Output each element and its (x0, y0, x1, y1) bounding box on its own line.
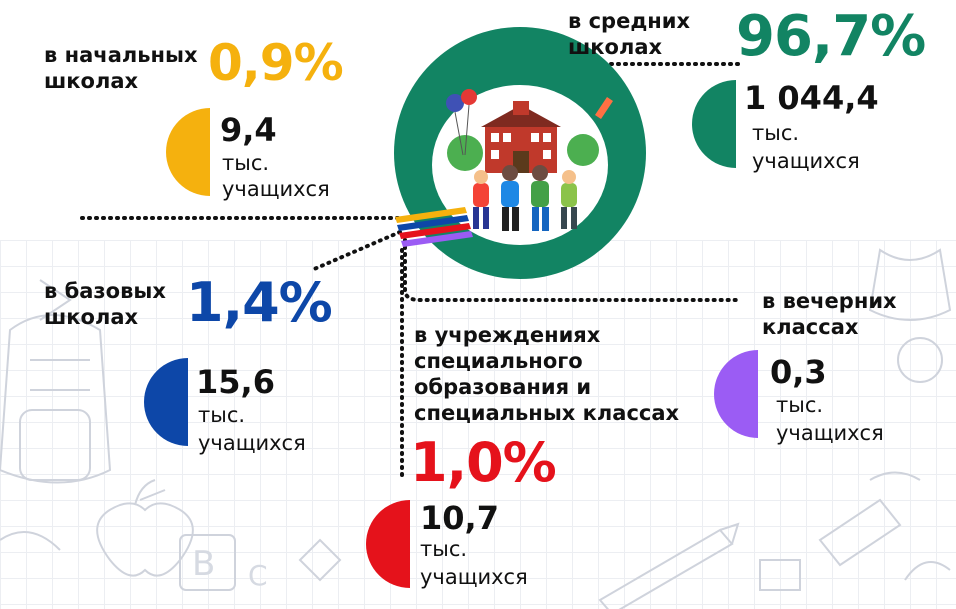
primary-unit-students: учащихся (222, 177, 330, 201)
primary-unit-thousand: тыс. (222, 151, 270, 175)
secondary-half-circle-icon (692, 80, 780, 168)
svg-text:C: C (248, 559, 268, 592)
evening-label: в вечерних классах (762, 288, 897, 340)
primary-half-circle-icon (166, 108, 254, 196)
special-unit-students: учащихся (420, 565, 528, 589)
special-label-line4: специальных классах (414, 401, 680, 425)
basic-label-line2: школах (44, 305, 139, 329)
special-percent: 1,0% (410, 431, 557, 494)
primary-label-line1: в начальных (44, 43, 198, 67)
special-label-line3: образования и (414, 375, 592, 399)
primary-label: в начальных школах (44, 42, 198, 94)
secondary-label-line1: в средних (568, 9, 691, 33)
basic-percent: 1,4% (186, 271, 333, 334)
special-label: в учреждениях специального образования и… (414, 322, 679, 426)
doodle-abc-icon (179, 534, 236, 591)
primary-label-line2: школах (44, 69, 139, 93)
secondary-percent: 96,7% (736, 4, 926, 69)
school-illustration-icon (394, 27, 646, 279)
secondary-unit-thousand: тыс. (752, 121, 800, 145)
evening-half-circle-icon (714, 350, 802, 438)
svg-text:B: B (192, 544, 215, 584)
primary-percent: 0,9% (208, 34, 344, 92)
basic-unit-thousand: тыс. (198, 403, 246, 427)
secondary-unit-students: учащихся (752, 149, 860, 173)
special-label-line2: специального (414, 349, 583, 373)
special-unit-thousand: тыс. (420, 537, 468, 561)
basic-label: в базовых школах (44, 278, 166, 330)
basic-label-line1: в базовых (44, 279, 166, 303)
special-half-circle-icon (366, 500, 454, 588)
basic-count: 15,6 (196, 363, 275, 401)
evening-label-line2: классах (762, 315, 859, 339)
doodle-apple-icon (96, 502, 194, 577)
secondary-label-line2: школах (568, 35, 663, 59)
evening-count: 0,3 (770, 353, 827, 391)
secondary-count: 1 044,4 (744, 79, 879, 117)
evening-unit-thousand: тыс. (776, 393, 824, 417)
basic-unit-students: учащихся (198, 431, 306, 455)
special-label-line1: в учреждениях (414, 323, 601, 347)
basic-half-circle-icon (144, 358, 232, 446)
special-count: 10,7 (420, 499, 499, 537)
evening-unit-students: учащихся (776, 421, 884, 445)
secondary-label: в средних школах (568, 8, 690, 60)
primary-count: 9,4 (220, 111, 277, 149)
evening-label-line1: в вечерних (762, 289, 897, 313)
